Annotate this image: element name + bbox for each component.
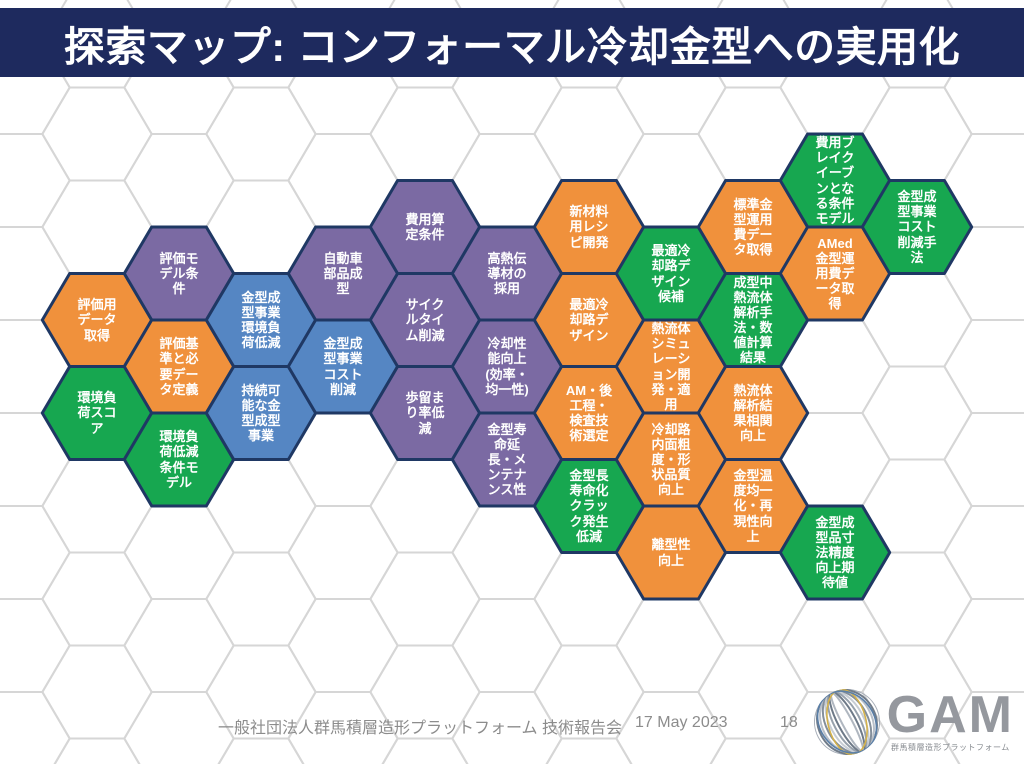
gam-globe-icon: [812, 688, 881, 756]
background-hex-cell: [545, 737, 633, 764]
background-hex-cell: [381, 737, 469, 764]
background-hex-cell: [123, 598, 235, 693]
background-hex-cell: [41, 551, 153, 647]
footer-event-name: 一般社団法人群馬積層造形プラットフォーム 技術報告会: [218, 720, 622, 737]
background-hex-cell: [451, 598, 563, 693]
background-hex-cell: [205, 86, 317, 182]
background-hex-cell: [123, 505, 235, 600]
background-hex-cell: [369, 551, 481, 647]
background-hex-cell: [943, 319, 1024, 414]
hex-tile-green: [860, 179, 974, 275]
background-hex-cell: [0, 691, 71, 764]
background-hex-cell: [287, 598, 399, 693]
background-hex-cell: [287, 505, 399, 600]
background-hex-cell: [943, 412, 1024, 507]
background-hex-cell: [369, 86, 481, 182]
footer-date: 17 May 2023: [635, 714, 728, 731]
footer-page-number: 18: [780, 714, 798, 731]
background-hex-cell: [0, 133, 71, 228]
background-hex-cell: [943, 598, 1024, 693]
background-hex-cell: [779, 598, 891, 693]
background-hex-cell: [0, 505, 71, 600]
title-bar: 探索マップ: コンフォーマル冷却金型への実用化: [0, 8, 1024, 77]
background-hex-cell: [615, 598, 727, 693]
background-hex-cell: [41, 644, 153, 740]
background-hex-cell: [943, 505, 1024, 600]
background-hex-cell: [123, 133, 235, 228]
background-hex-cell: [217, 737, 305, 764]
slide-title: 探索マップ: コンフォーマル冷却金型への実用化: [63, 23, 961, 70]
gam-logo-subtext: 群馬積層造形プラットフォーム: [890, 742, 1010, 752]
background-hex-cell: [861, 365, 973, 461]
gam-logo: GAM 群馬積層造形プラットフォーム: [809, 684, 1014, 760]
background-hex-cell: [943, 691, 1024, 764]
background-hex-cell: [205, 551, 317, 647]
gam-logo-text: GAM: [886, 686, 1014, 745]
background-hex-cell: [709, 737, 797, 764]
hex-tile-green: [778, 504, 892, 601]
background-hex-cell: [533, 86, 645, 182]
background-hex-cell: [53, 737, 141, 764]
background-hex-cell: [0, 598, 71, 693]
background-hex-cell: [873, 737, 961, 764]
background-hex-cell: [41, 86, 153, 182]
